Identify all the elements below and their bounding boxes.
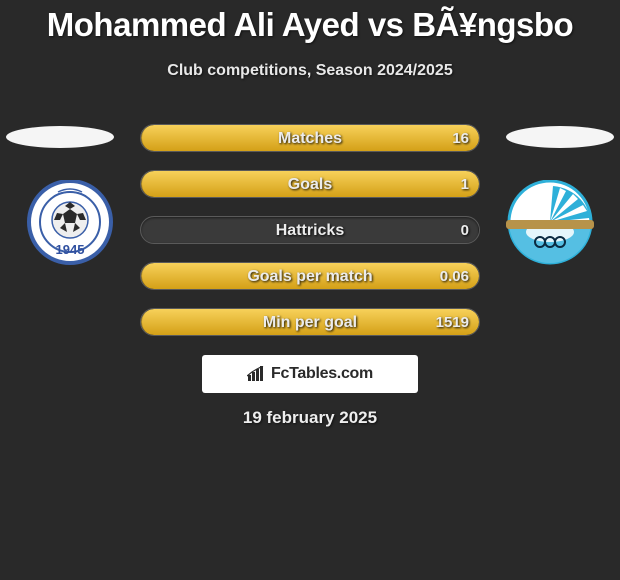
stat-fill xyxy=(141,171,479,197)
bangsbo-badge xyxy=(500,180,600,265)
stats-container: Matches 16 Goals 1 Hattricks 0 Goals per… xyxy=(140,124,480,354)
stat-fill xyxy=(141,309,479,335)
al-nasr-badge: 1945 xyxy=(20,180,120,265)
stat-row-matches: Matches 16 xyxy=(140,124,480,152)
stat-fill xyxy=(141,263,479,289)
subtitle: Club competitions, Season 2024/2025 xyxy=(0,62,620,80)
brand-text: FcTables.com xyxy=(271,365,373,383)
stat-label: Hattricks xyxy=(141,217,479,244)
stat-row-goals-per-match: Goals per match 0.06 xyxy=(140,262,480,290)
soccer-ball-icon xyxy=(52,202,88,238)
right-player-ellipse xyxy=(506,126,614,148)
stat-fill xyxy=(478,217,479,243)
club-badge-svg: 1945 xyxy=(20,180,120,265)
stat-right-value: 0 xyxy=(461,217,469,244)
stat-row-hattricks: Hattricks 0 xyxy=(140,216,480,244)
left-player-ellipse xyxy=(6,126,114,148)
page-title: Mohammed Ali Ayed vs BÃ¥ngsbo xyxy=(0,0,620,44)
comparison-card: Mohammed Ali Ayed vs BÃ¥ngsbo Club compe… xyxy=(0,0,620,580)
stat-right-value: 1519 xyxy=(436,309,469,336)
date-text: 19 february 2025 xyxy=(0,408,620,428)
stat-right-value: 0.06 xyxy=(440,263,469,290)
bar-chart-icon xyxy=(247,366,267,382)
stat-right-value: 1 xyxy=(461,171,469,198)
stat-row-goals: Goals 1 xyxy=(140,170,480,198)
stat-fill xyxy=(141,125,479,151)
badge-year: 1945 xyxy=(56,242,85,257)
stat-right-value: 16 xyxy=(452,125,469,152)
club-badge-svg xyxy=(500,180,600,265)
stat-row-min-per-goal: Min per goal 1519 xyxy=(140,308,480,336)
fctables-link[interactable]: FcTables.com xyxy=(202,355,418,393)
